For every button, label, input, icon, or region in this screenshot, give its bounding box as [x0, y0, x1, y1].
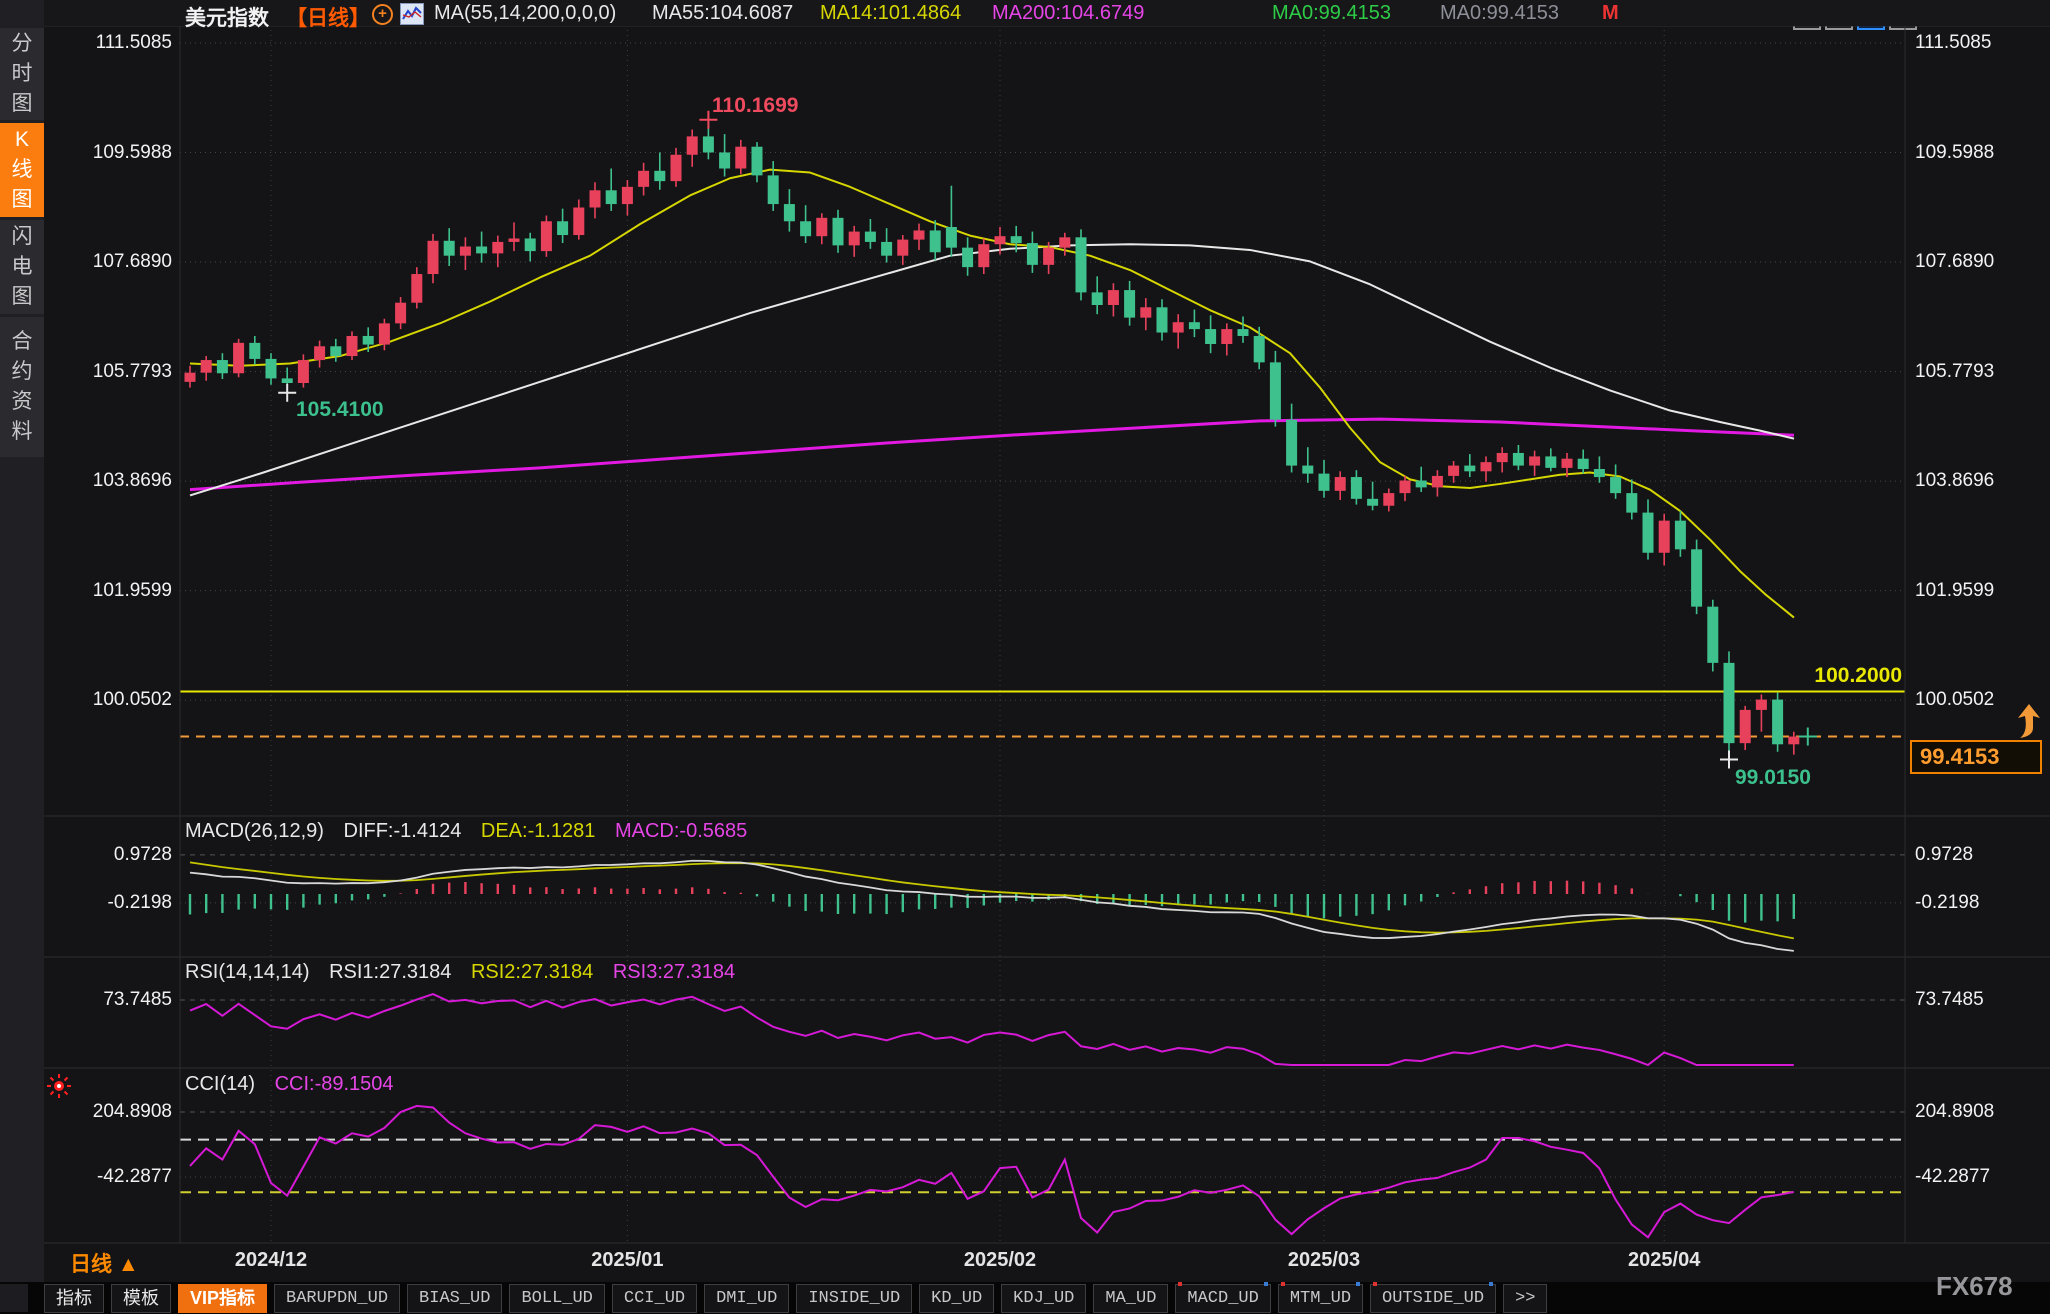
rsi2-value: RSI2:27.3184: [470, 961, 594, 983]
sidebar-tab-2[interactable]: K线图: [0, 123, 44, 217]
sidebar-tab-1[interactable]: 分时图: [0, 28, 44, 120]
cci-value: CCI:-89.1504: [274, 1073, 394, 1095]
toolbar-tab-ma_ud[interactable]: MA_UD: [1093, 1283, 1169, 1313]
toolbar-tab-mtm_ud[interactable]: MTM_UD: [1277, 1281, 1364, 1313]
watermark: FX678: [1936, 1271, 2013, 1301]
toolbar-tab-macd_ud[interactable]: MACD_UD: [1175, 1281, 1271, 1313]
right-axis-label: 100.0502: [1915, 689, 1995, 711]
macd-diff-value: DIFF:-1.4124: [343, 820, 462, 842]
right-axis-label: 105.7793: [1915, 360, 1995, 382]
toolbar-tab-dmi_ud[interactable]: DMI_UD: [704, 1283, 790, 1313]
toolbar-tab-vip[interactable]: VIP指标: [178, 1283, 268, 1313]
header-bar: 美元指数 【日线】 + MA(55,14,200,0,0,0) MA55:104…: [44, 0, 2050, 30]
ma200-value: MA200:104.6749: [992, 2, 1145, 24]
ma-settings: MA(55,14,200,0,0,0): [434, 2, 617, 24]
apr-low-price-label: 99.0150: [1735, 766, 1811, 789]
toolbar-tab-[interactable]: 指标: [44, 1283, 104, 1313]
right-axis-label: 109.5988: [1915, 141, 1995, 163]
sidebar: 分时图 K线图 闪电图 合约资料: [0, 0, 44, 1314]
sidebar-tab-4[interactable]: 合约资料: [0, 317, 44, 457]
toolbar-tab-[interactable]: 模板: [111, 1283, 171, 1313]
left-axis-label: -0.2198: [107, 891, 172, 913]
rsi3-value: RSI3:27.3184: [612, 961, 736, 983]
right-axis-label: 107.6890: [1915, 251, 1995, 273]
dec-low-price-label: 105.4100: [296, 398, 384, 421]
rsi-title: RSI(14,14,14): [185, 961, 310, 983]
left-axis-label: 103.8696: [92, 470, 172, 492]
circled-plus-icon[interactable]: +: [372, 4, 393, 25]
left-axis-label: 105.7793: [92, 360, 172, 382]
toolbar-tab-outside_ud[interactable]: OUTSIDE_UD: [1370, 1281, 1497, 1313]
last-price-box: 99.4153: [1910, 740, 2042, 774]
left-axis-label: 111.5085: [95, 32, 172, 53]
high-price-label: 110.1699: [712, 94, 799, 117]
left-axis-label: 73.7485: [103, 989, 172, 1010]
period-tag[interactable]: 【日线】: [286, 7, 370, 30]
macd-title: MACD(26,12,9): [185, 820, 324, 842]
date-label: 2025/01: [591, 1249, 664, 1271]
toolbar-tab-inside_ud[interactable]: INSIDE_UD: [796, 1283, 913, 1313]
right-axis-label: 204.8908: [1915, 1101, 1995, 1122]
left-axis-label: 101.9599: [92, 579, 172, 601]
ma55-value: MA55:104.6087: [652, 2, 794, 24]
yellow-line-label: 100.2000: [1814, 664, 1902, 687]
right-axis-label: 103.8696: [1915, 470, 1995, 492]
date-label: 2025/03: [1287, 1249, 1361, 1271]
toolbar-tab-boll_ud[interactable]: BOLL_UD: [509, 1283, 605, 1313]
ma0-gray-value: MA0:99.4153: [1440, 2, 1559, 24]
mini-line-chart-icon[interactable]: [400, 3, 424, 25]
cci-title: CCI(14): [185, 1073, 256, 1095]
ma14-value: MA14:101.4864: [820, 2, 962, 24]
m-flag: M: [1602, 2, 1619, 24]
right-axis-label: 101.9599: [1915, 579, 1995, 601]
toolbar-corner: [0, 1284, 28, 1312]
sidebar-tab-3[interactable]: 闪电图: [0, 220, 44, 314]
toolbar-tab-kd_ud[interactable]: KD_UD: [919, 1283, 995, 1313]
ma0-green-value: MA0:99.4153: [1272, 2, 1391, 24]
toolbar-tab-cci_ud[interactable]: CCI_UD: [611, 1283, 698, 1313]
left-axis-label: -42.2877: [96, 1166, 172, 1188]
rsi-panel-header: RSI(14,14,14) RSI1:27.3184 RSI2:27.3184 …: [185, 961, 749, 984]
date-label: 2025/04: [1628, 1249, 1701, 1271]
macd-hist-value: MACD:-0.5685: [614, 820, 748, 842]
right-axis-label: 0.9728: [1915, 843, 1974, 865]
cci-panel-header: CCI(14) CCI:-89.1504: [185, 1073, 408, 1096]
left-axis-label: 107.6890: [92, 251, 172, 273]
toolbar-tab-[interactable]: >>: [1503, 1283, 1548, 1313]
indicator-toolbar: 指标 模板 VIP指标 BARUPDN_UD BIAS_UD BOLL_UD CCI_UD D…: [0, 1281, 2050, 1314]
right-axis-label: -42.2877: [1915, 1166, 1991, 1188]
right-axis-label: 111.5085: [1915, 32, 1992, 53]
toolbar-tab-kdj_ud[interactable]: KDJ_UD: [1001, 1283, 1087, 1313]
macd-dea-value: DEA:-1.1281: [480, 820, 596, 842]
right-axis-label: 73.7485: [1915, 989, 1984, 1010]
rsi1-value: RSI1:27.3184: [329, 961, 452, 983]
left-axis-label: 204.8908: [92, 1101, 172, 1122]
right-axis-label: -0.2198: [1915, 891, 1980, 913]
toolbar-tab-barupdn_ud[interactable]: BARUPDN_UD: [274, 1283, 401, 1313]
left-axis-label: 109.5988: [92, 141, 172, 163]
symbol-title: 美元指数: [185, 7, 269, 30]
left-axis-label: 100.0502: [92, 689, 172, 711]
date-label: 2025/02: [963, 1249, 1037, 1271]
period-selector[interactable]: 日线 ▲: [70, 1253, 139, 1276]
date-label: 2024/12: [234, 1249, 308, 1271]
toolbar-tab-bias_ud[interactable]: BIAS_UD: [407, 1283, 503, 1313]
macd-panel-header: MACD(26,12,9) DIFF:-1.4124 DEA:-1.1281 M…: [185, 820, 761, 843]
left-axis-label: 0.9728: [113, 843, 172, 865]
